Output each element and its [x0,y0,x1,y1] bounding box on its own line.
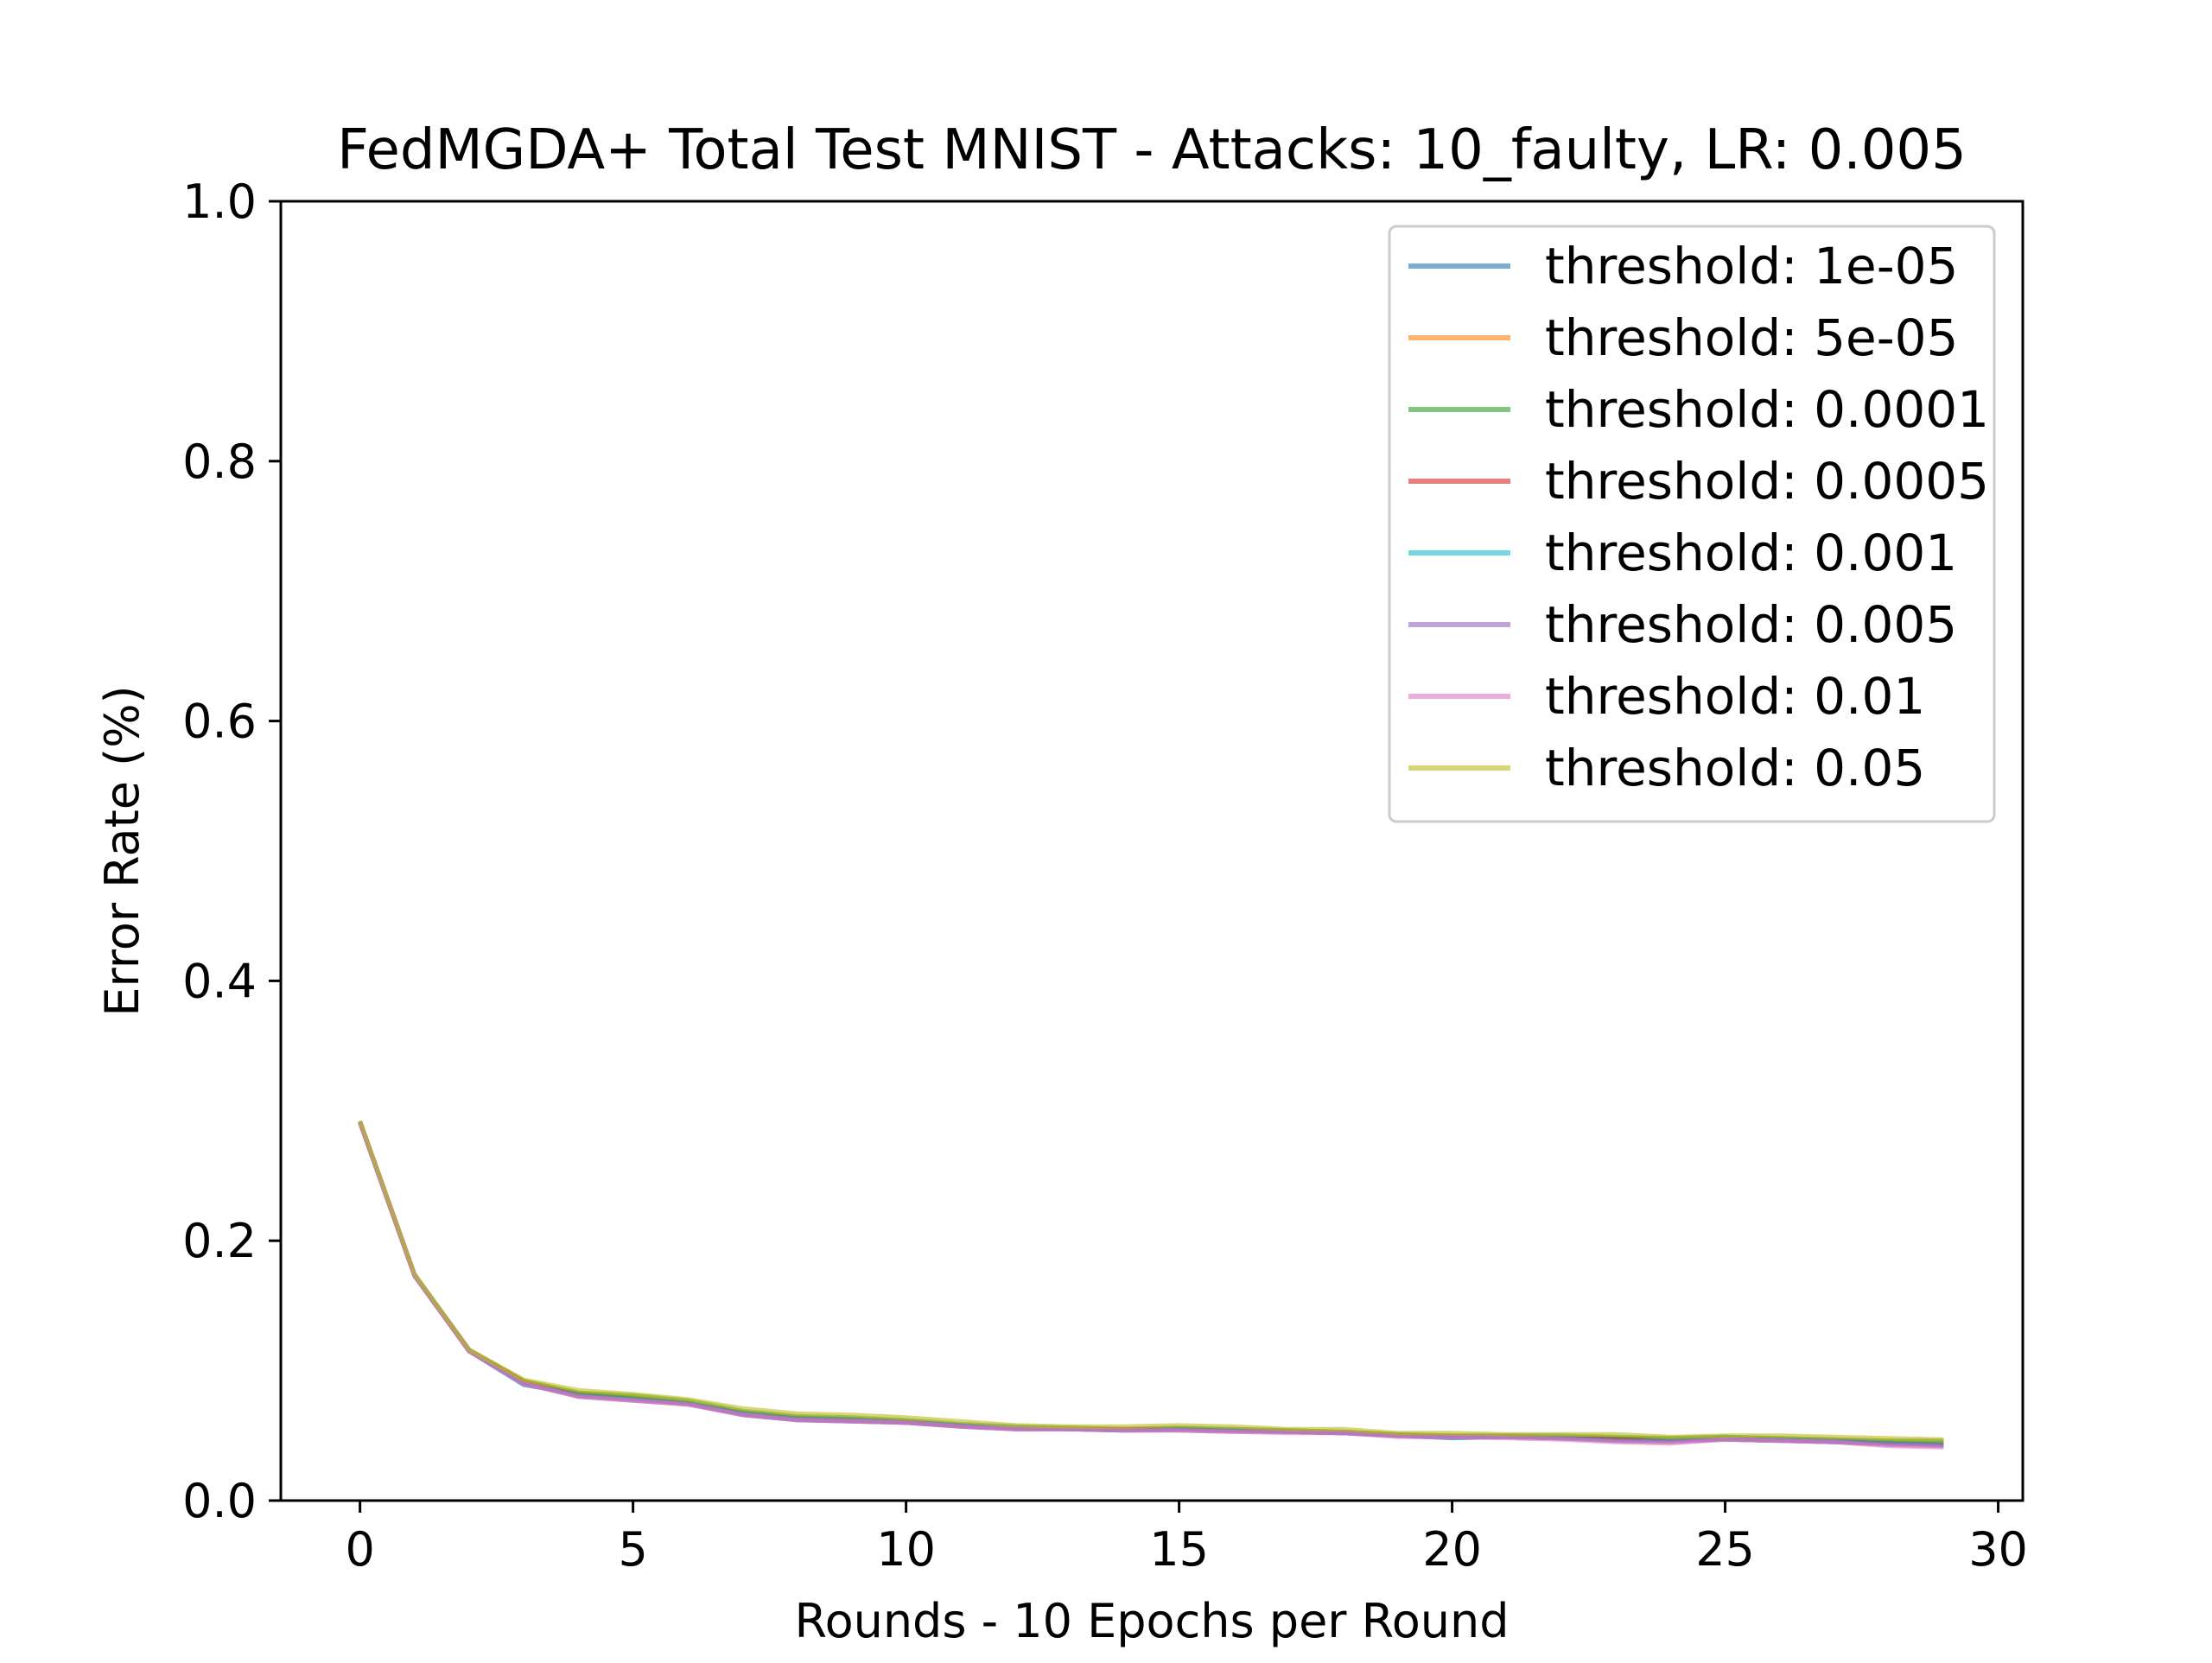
y-tick-label: 0.6 [182,695,257,749]
x-tick-label: 30 [1968,1522,2028,1577]
y-axis-label: Error Rate (%) [95,685,149,1016]
x-axis-label: Rounds - 10 Epochs per Round [794,1594,1509,1648]
y-tick-label: 0.4 [182,954,257,1008]
legend-label-2: threshold: 0.0001 [1545,380,1989,439]
x-tick-label: 25 [1695,1522,1755,1577]
axis-ticks: 0 5 10 15 20 25 30 0.0 0.2 0.4 0.6 0.8 1.0 [182,175,2028,1577]
plot-frame [279,200,2024,1502]
y-tick-label: 0.0 [182,1474,257,1528]
legend-label-0: threshold: 1e-05 [1545,237,1958,295]
legend-label-7: threshold: 0.05 [1545,739,1925,797]
legend-label-1: threshold: 5e-05 [1545,308,1958,367]
x-tick-label: 0 [345,1522,374,1577]
x-tick-label: 5 [618,1522,647,1577]
legend-label-6: threshold: 0.01 [1545,667,1925,726]
y-tick-label: 0.2 [182,1214,257,1268]
x-tick-label: 10 [876,1522,936,1577]
series-line-6 [358,1121,1944,1450]
plot-area [358,1120,1944,1450]
x-tick-label: 20 [1422,1522,1482,1577]
y-tick-label: 0.8 [182,435,257,489]
legend-label-3: threshold: 0.0005 [1545,452,1989,511]
series-line-7 [358,1120,1944,1442]
chart-title: FedMGDA+ Total Test MNIST - Attacks: 10_… [337,118,1967,182]
x-tick-label: 15 [1149,1522,1209,1577]
legend-box [1388,225,1996,823]
legend-label-4: threshold: 0.001 [1545,524,1957,582]
legend-label-5: threshold: 0.005 [1545,595,1957,654]
legend: threshold: 1e-05 threshold: 5e-05 threshol… [1388,225,1996,823]
y-tick-label: 1.0 [182,175,257,229]
